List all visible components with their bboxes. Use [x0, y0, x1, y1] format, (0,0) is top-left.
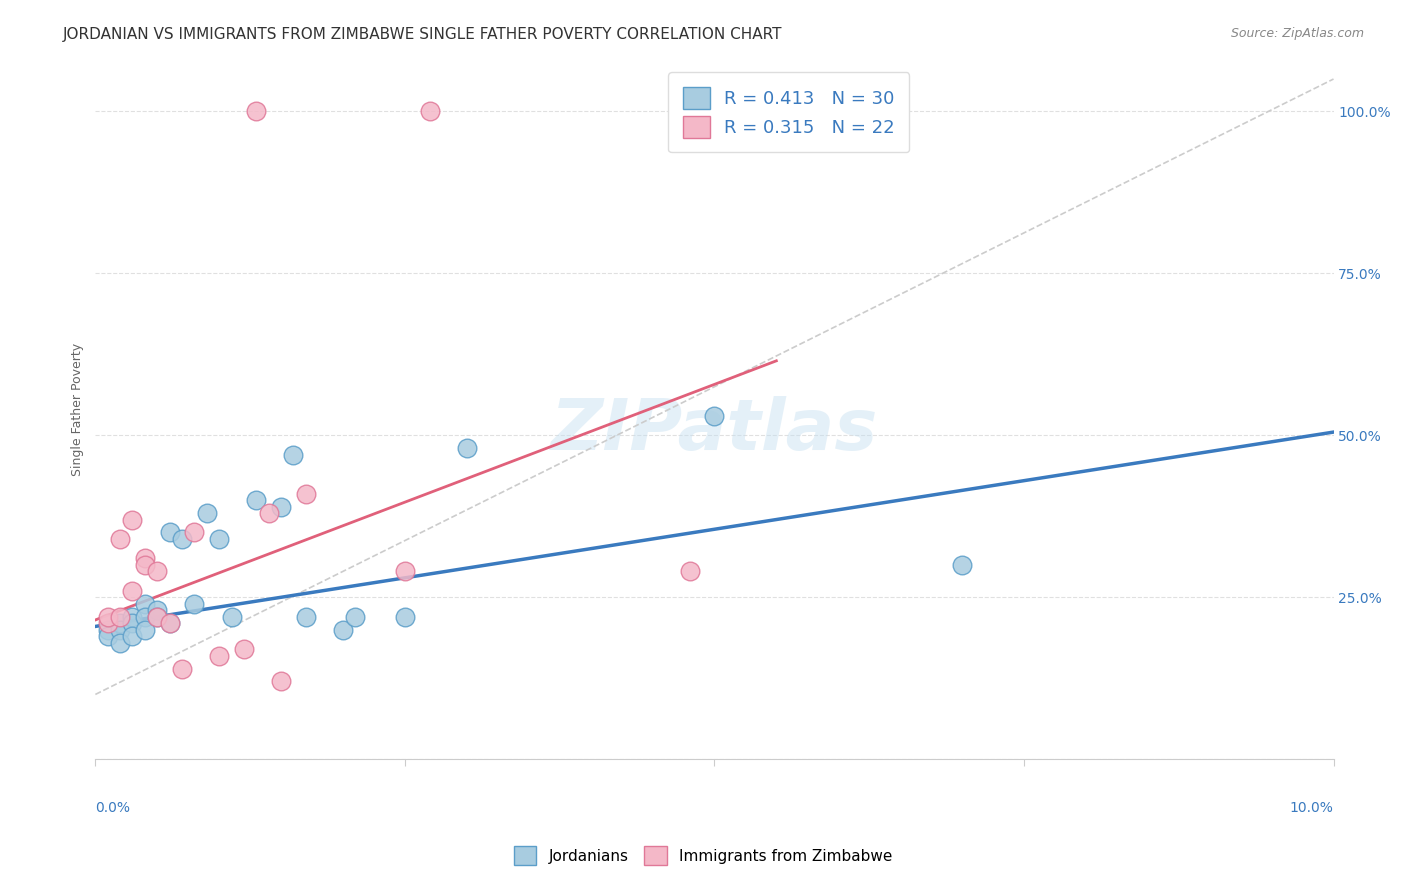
Point	[108, 635, 131, 649]
Point	[183, 597, 205, 611]
Point	[195, 506, 218, 520]
Point	[121, 609, 143, 624]
Point	[394, 609, 416, 624]
Point	[283, 448, 305, 462]
Text: ZIPatlas: ZIPatlas	[551, 396, 879, 465]
Point	[108, 609, 131, 624]
Point	[108, 623, 131, 637]
Point	[134, 597, 156, 611]
Point	[170, 661, 193, 675]
Point	[232, 642, 254, 657]
Point	[950, 558, 973, 572]
Point	[121, 583, 143, 598]
Point	[332, 623, 354, 637]
Point	[146, 603, 169, 617]
Point	[97, 623, 120, 637]
Point	[134, 551, 156, 566]
Point	[146, 609, 169, 624]
Point	[394, 565, 416, 579]
Point	[245, 493, 267, 508]
Point	[159, 525, 181, 540]
Point	[97, 629, 120, 643]
Point	[146, 609, 169, 624]
Point	[159, 616, 181, 631]
Point	[183, 525, 205, 540]
Legend: R = 0.413   N = 30, R = 0.315   N = 22: R = 0.413 N = 30, R = 0.315 N = 22	[668, 72, 910, 153]
Point	[134, 558, 156, 572]
Point	[97, 609, 120, 624]
Point	[270, 500, 292, 514]
Point	[245, 104, 267, 119]
Point	[97, 616, 120, 631]
Point	[295, 609, 318, 624]
Point	[121, 616, 143, 631]
Point	[134, 609, 156, 624]
Point	[257, 506, 280, 520]
Point	[344, 609, 367, 624]
Point	[170, 532, 193, 546]
Point	[108, 616, 131, 631]
Point	[108, 532, 131, 546]
Point	[121, 512, 143, 526]
Point	[221, 609, 243, 624]
Point	[419, 104, 441, 119]
Point	[456, 442, 478, 456]
Point	[121, 629, 143, 643]
Point	[159, 616, 181, 631]
Text: JORDANIAN VS IMMIGRANTS FROM ZIMBABWE SINGLE FATHER POVERTY CORRELATION CHART: JORDANIAN VS IMMIGRANTS FROM ZIMBABWE SI…	[63, 27, 783, 42]
Point	[134, 623, 156, 637]
Point	[295, 486, 318, 500]
Point	[146, 565, 169, 579]
Point	[703, 409, 725, 423]
Y-axis label: Single Father Poverty: Single Father Poverty	[72, 343, 84, 476]
Text: 0.0%: 0.0%	[96, 801, 131, 815]
Point	[208, 648, 231, 663]
Legend: Jordanians, Immigrants from Zimbabwe: Jordanians, Immigrants from Zimbabwe	[508, 840, 898, 871]
Text: 10.0%: 10.0%	[1289, 801, 1333, 815]
Point	[208, 532, 231, 546]
Point	[679, 565, 702, 579]
Text: Source: ZipAtlas.com: Source: ZipAtlas.com	[1230, 27, 1364, 40]
Point	[270, 674, 292, 689]
